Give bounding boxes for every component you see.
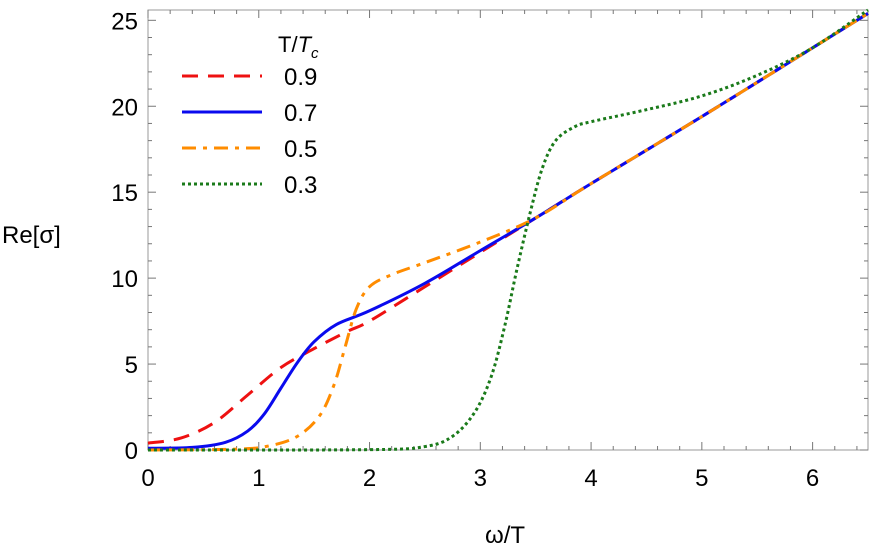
y-tick-label: 15	[111, 180, 138, 207]
legend-label-0.5: 0.5	[284, 136, 317, 163]
legend-label-0.9: 0.9	[284, 64, 317, 91]
x-axis-label: ω/T	[485, 522, 525, 549]
series-line-0.3	[147, 8, 869, 452]
series-line-0.5	[147, 12, 869, 452]
x-tick-label: 4	[584, 465, 597, 492]
x-tick-label: 5	[695, 465, 708, 492]
y-tick-label: 20	[111, 94, 138, 121]
legend-label-0.3: 0.3	[284, 172, 317, 199]
axes-frame	[147, 9, 869, 451]
series-line-0.7	[147, 12, 869, 450]
ticks: 0 1 2 3 4 5 6 0 5 10 15 20 25	[111, 8, 868, 492]
x-tick-label: 6	[806, 465, 819, 492]
legend-label-0.7: 0.7	[284, 100, 317, 127]
x-tick-label: 3	[474, 465, 487, 492]
x-tick-label: 0	[141, 465, 154, 492]
legend: T/Tc 0.9 0.7 0.5 0.3	[182, 32, 319, 199]
series-line-0.9	[147, 12, 869, 445]
y-tick-label: 5	[125, 352, 138, 379]
x-tick-label: 1	[252, 465, 265, 492]
legend-title: T/Tc	[278, 32, 319, 62]
plot-frame	[147, 9, 869, 451]
y-axis-label: Re[σ]	[2, 222, 61, 249]
series-lines	[147, 8, 869, 452]
x-tick-label: 2	[363, 465, 376, 492]
y-tick-label: 25	[111, 8, 138, 35]
y-tick-label: 10	[111, 266, 138, 293]
y-tick-label: 0	[125, 438, 138, 465]
